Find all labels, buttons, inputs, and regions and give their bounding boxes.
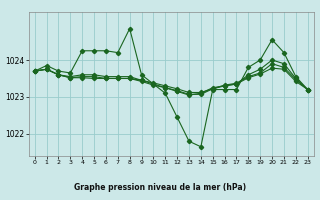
Text: Graphe pression niveau de la mer (hPa): Graphe pression niveau de la mer (hPa) (74, 183, 246, 192)
